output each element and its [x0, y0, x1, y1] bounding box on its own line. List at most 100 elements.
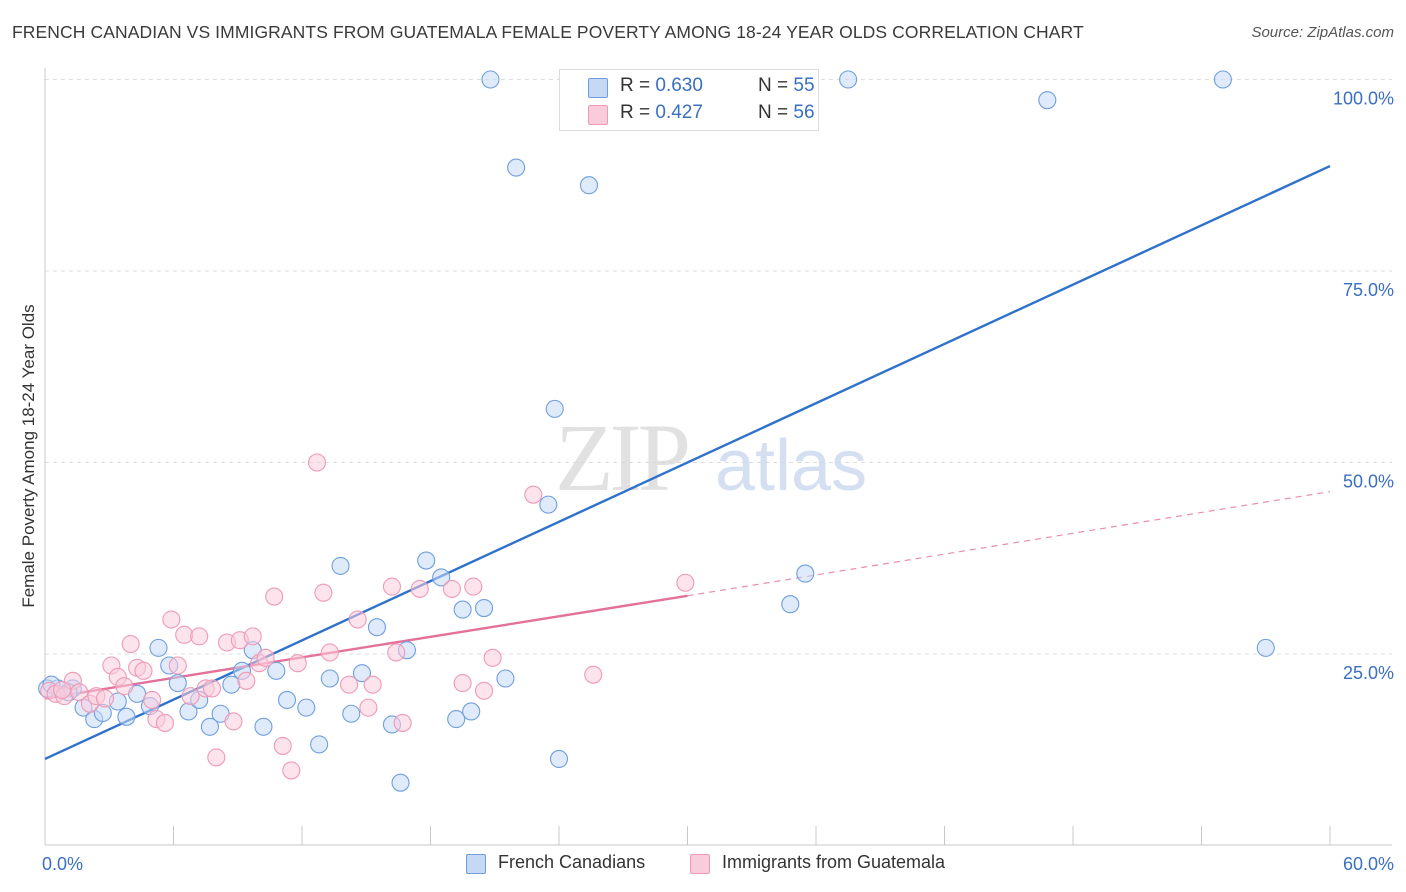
guatemala-point — [382, 577, 402, 596]
data-points — [38, 70, 1275, 792]
french-canadian-point — [391, 773, 410, 792]
source-label: Source: ZipAtlas.com — [1251, 24, 1394, 41]
french-canadian-point — [1038, 91, 1057, 110]
guatemala-point — [464, 577, 483, 596]
guatemala-point — [483, 648, 502, 667]
legend-label: Immigrants from Guatemala — [722, 852, 946, 872]
french-canadian-point — [1213, 70, 1232, 89]
n-label: N = — [758, 75, 794, 96]
french-canadian-point — [453, 600, 472, 619]
french-canadian-point — [781, 595, 800, 614]
french-canadian-point — [579, 176, 599, 195]
guatemala-point — [95, 689, 115, 708]
guatemala-point — [190, 627, 209, 646]
french-canadian-point — [277, 690, 297, 710]
guatemala-point — [265, 587, 284, 606]
watermark-zip: ZIP — [555, 404, 688, 511]
y-tick-label: 25.0% — [1343, 663, 1394, 683]
guatemala-point — [524, 485, 543, 504]
guatemala-point — [348, 610, 367, 629]
guatemala-point — [340, 675, 359, 694]
guatemala-point — [314, 583, 333, 602]
guatemala-point — [363, 675, 382, 694]
chart-title: FRENCH CANADIAN VS IMMIGRANTS FROM GUATE… — [12, 22, 1084, 42]
french-canadian-point — [539, 495, 558, 514]
guatemala-trend-line — [44, 594, 688, 700]
y-tick-labels: 25.0% 50.0% 75.0% 100.0% — [1333, 89, 1394, 684]
axes — [44, 68, 1392, 846]
guatemala-point — [207, 748, 226, 767]
guatemala-point — [237, 671, 256, 690]
french-canadian-point — [342, 704, 361, 723]
french-canadian-point — [545, 399, 564, 418]
r-label: R = — [620, 75, 656, 96]
guatemala-point — [243, 627, 262, 646]
grid-lines — [45, 79, 1392, 655]
guatemala-point — [168, 656, 187, 675]
french-canadian-point — [796, 564, 815, 583]
guatemala-point — [442, 579, 461, 598]
guatemala-point — [203, 679, 222, 698]
french-canadian-point — [222, 675, 241, 694]
y-axis-label: Female Poverty Among 18-24 Year Olds — [19, 304, 38, 607]
french-canadian-point — [462, 702, 481, 721]
x-tick-label: 60.0% — [1343, 854, 1394, 874]
guatemala-point — [584, 665, 603, 684]
x-tick-labels: 0.0% 60.0% — [42, 854, 1394, 874]
french-canadian-point — [432, 568, 451, 587]
french-canadian-point — [549, 749, 569, 768]
french-canadian-point — [481, 70, 500, 89]
guatemala-point — [387, 643, 406, 662]
watermark: ZIP atlas — [555, 404, 867, 511]
french-canadian-point — [496, 669, 515, 688]
guatemala-point — [393, 713, 412, 732]
french-canadian-point — [331, 556, 350, 575]
french-canadian-point — [839, 70, 858, 89]
french-canadian-point — [254, 717, 273, 736]
french-canadian-point — [297, 698, 316, 717]
y-tick-label: 100.0% — [1333, 89, 1394, 109]
guatemala-point — [288, 654, 307, 673]
french-canadian-point — [507, 158, 526, 177]
guatemala-point — [162, 610, 181, 629]
guatemala-trend-extension — [687, 491, 1331, 597]
r-value: 0.427 — [655, 102, 703, 123]
guatemala-point — [273, 736, 292, 755]
guatemala-point — [175, 625, 194, 644]
french-canadian-point — [367, 618, 387, 637]
guatemala-point — [155, 713, 174, 732]
guatemala-point — [282, 761, 301, 780]
legend-label: French Canadians — [498, 852, 646, 872]
guatemala-point — [53, 680, 72, 700]
guatemala-point — [453, 674, 472, 693]
french-canadian-point — [320, 669, 339, 688]
legend-swatch-blue — [588, 78, 608, 98]
guatemala-point — [676, 573, 695, 592]
guatemala-point — [224, 712, 243, 731]
guatemala-point — [143, 690, 162, 710]
r-value: 0.630 — [655, 75, 703, 96]
guatemala-point — [410, 579, 429, 598]
guatemala-point — [359, 698, 378, 717]
guatemala-point — [320, 643, 339, 662]
french-canadian-point — [267, 661, 286, 680]
guatemala-point — [474, 681, 494, 700]
french-canadian-point — [310, 735, 329, 754]
french-canadian-point — [417, 551, 436, 570]
guatemala-point — [134, 661, 153, 680]
french-canadian-point — [474, 598, 494, 618]
french-canadian-point — [352, 664, 372, 683]
guatemala-point — [181, 687, 200, 706]
correlation-legend: R = 0.630 N = 55 R = 0.427 N = 56 — [559, 69, 819, 131]
guatemala-point — [115, 677, 134, 696]
legend-swatch-pink — [588, 105, 608, 125]
guatemala-point — [256, 648, 275, 667]
n-value: 55 — [793, 75, 815, 96]
french-canadian-point — [200, 717, 219, 736]
guatemala-point — [121, 634, 140, 654]
legend-swatch-pink — [690, 854, 710, 874]
x-tick-label: 0.0% — [42, 854, 83, 874]
guatemala-point — [307, 453, 327, 472]
n-label: N = — [758, 102, 794, 123]
